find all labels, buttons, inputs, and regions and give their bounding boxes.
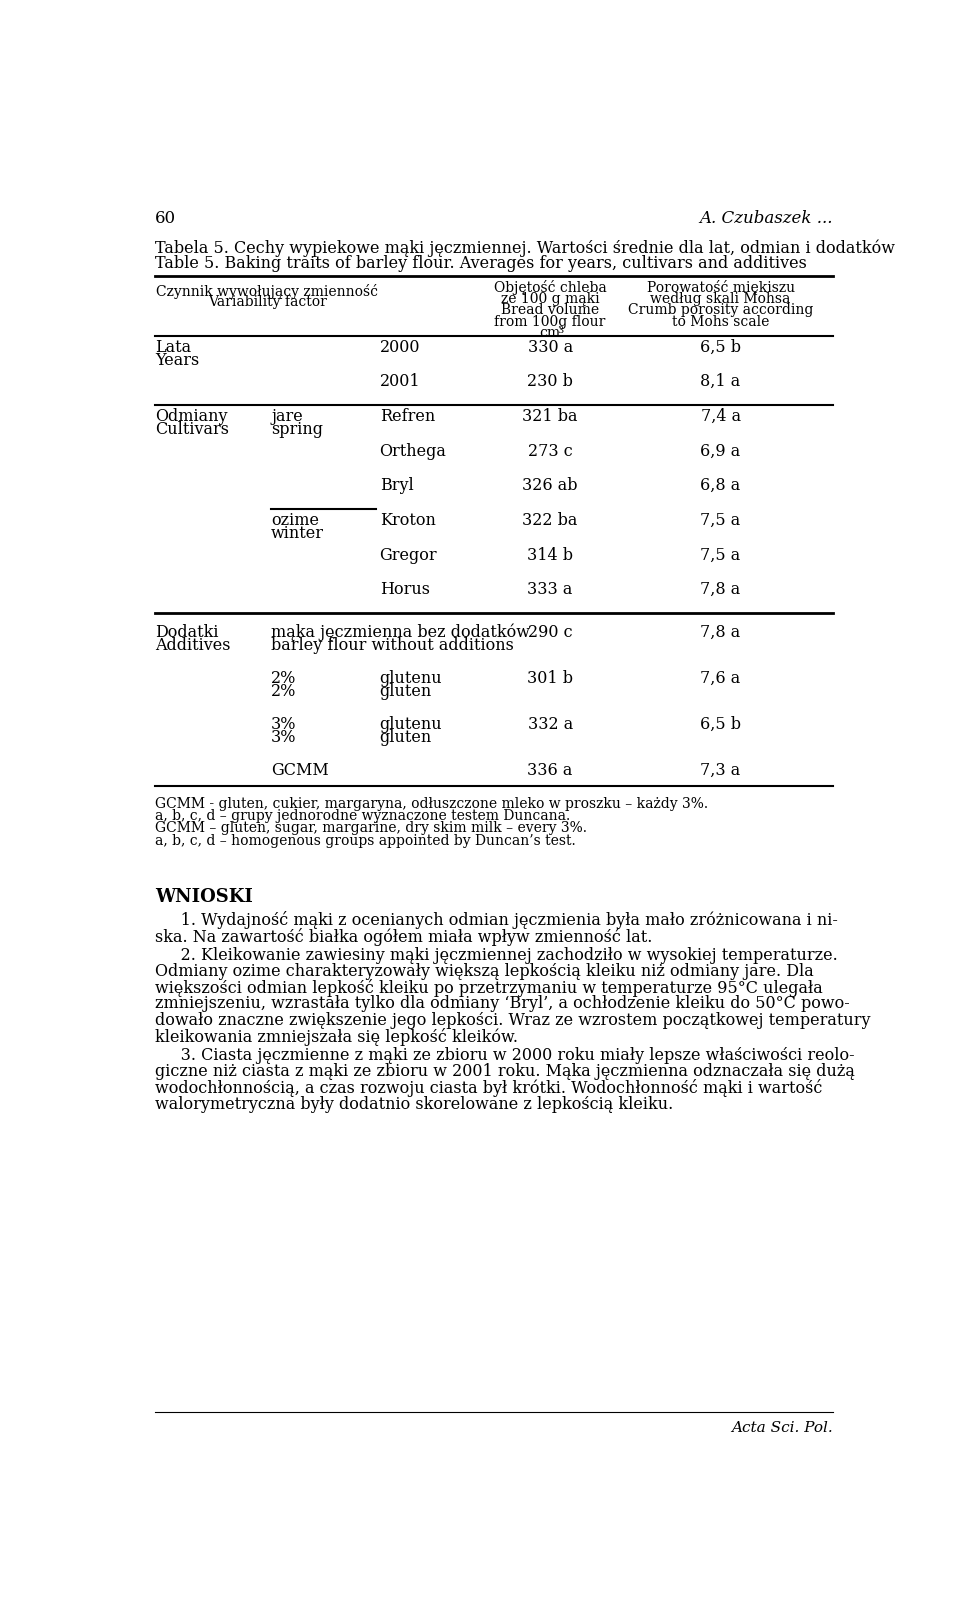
Text: 2%: 2% [271, 669, 297, 687]
Text: winter: winter [271, 525, 324, 542]
Text: dowało znaczne zwiększenie jego lepkości. Wraz ze wzrostem początkowej temperatu: dowało znaczne zwiększenie jego lepkości… [155, 1012, 871, 1028]
Text: 6,5 b: 6,5 b [700, 716, 741, 734]
Text: Crumb porosity according: Crumb porosity according [628, 302, 813, 317]
Text: gluten: gluten [379, 682, 432, 700]
Text: Tabela 5. Cechy wypiekowe mąki jęczmiennej. Wartości średnie dla lat, odmian i d: Tabela 5. Cechy wypiekowe mąki jęczmienn… [155, 240, 895, 257]
Text: mąka jęczmienna bez dodatków: mąka jęczmienna bez dodatków [271, 624, 530, 640]
Text: glutenu: glutenu [379, 716, 443, 734]
Text: 332 a: 332 a [527, 716, 573, 734]
Text: 3: 3 [557, 327, 564, 335]
Text: Additives: Additives [155, 637, 230, 653]
Text: 301 b: 301 b [527, 669, 573, 687]
Text: Refren: Refren [379, 409, 435, 425]
Text: 6,9 a: 6,9 a [701, 442, 741, 460]
Text: Variability factor: Variability factor [207, 296, 326, 309]
Text: 7,8 a: 7,8 a [701, 581, 741, 599]
Text: ze 100 g mąki: ze 100 g mąki [501, 291, 599, 306]
Text: gluten: gluten [379, 729, 432, 747]
Text: WNIOSKI: WNIOSKI [155, 888, 252, 906]
Text: cm: cm [540, 327, 561, 339]
Text: Cultivars: Cultivars [155, 422, 228, 438]
Text: ska. Na zawartość białka ogółem miała wpływ zmienność lat.: ska. Na zawartość białka ogółem miała wp… [155, 928, 652, 946]
Text: 336 a: 336 a [527, 763, 573, 779]
Text: 273 c: 273 c [528, 442, 572, 460]
Text: Czynnik wywołujący zmienność: Czynnik wywołujący zmienność [156, 283, 378, 299]
Text: 7,5 a: 7,5 a [701, 547, 741, 563]
Text: Odmiany ozime charakteryzowały większą lepkością kleiku niż odmiany jare. Dla: Odmiany ozime charakteryzowały większą l… [155, 964, 814, 980]
Text: 2. Kleikowanie zawiesiny mąki jęczmiennej zachodziło w wysokiej temperaturze.: 2. Kleikowanie zawiesiny mąki jęczmienne… [155, 948, 838, 964]
Text: 314 b: 314 b [527, 547, 573, 563]
Text: 321 ba: 321 ba [522, 409, 578, 425]
Text: 330 a: 330 a [527, 338, 573, 356]
Text: Horus: Horus [379, 581, 430, 599]
Text: 333 a: 333 a [527, 581, 573, 599]
Text: a, b, c, d – grupy jednorodne wyznaczone testem Duncana.: a, b, c, d – grupy jednorodne wyznaczone… [155, 809, 570, 824]
Text: 6,5 b: 6,5 b [700, 338, 741, 356]
Text: 7,6 a: 7,6 a [701, 669, 741, 687]
Text: 3%: 3% [271, 729, 297, 747]
Text: według skali Mohsa: według skali Mohsa [651, 291, 791, 306]
Text: Lata: Lata [155, 338, 191, 356]
Text: from 100g flour: from 100g flour [494, 315, 606, 328]
Text: 7,8 a: 7,8 a [701, 624, 741, 640]
Text: Table 5. Baking traits of barley flour. Averages for years, cultivars and additi: Table 5. Baking traits of barley flour. … [155, 254, 806, 272]
Text: 6,8 a: 6,8 a [701, 478, 741, 494]
Text: GCMM: GCMM [271, 763, 329, 779]
Text: ozime: ozime [271, 512, 319, 529]
Text: Gregor: Gregor [379, 547, 437, 563]
Text: Bryl: Bryl [379, 478, 414, 494]
Text: to Mohs scale: to Mohs scale [672, 315, 769, 328]
Text: 230 b: 230 b [527, 373, 573, 391]
Text: 7,5 a: 7,5 a [701, 512, 741, 529]
Text: kleikowania zmniejszała się lepkość kleików.: kleikowania zmniejszała się lepkość klei… [155, 1028, 517, 1046]
Text: wodochłonnością, a czas rozwoju ciasta był krótki. Wodochłonność mąki i wartość: wodochłonnością, a czas rozwoju ciasta b… [155, 1080, 823, 1097]
Text: walorymetryczna były dodatnio skorelowane z lepkością kleiku.: walorymetryczna były dodatnio skorelowan… [155, 1096, 673, 1112]
Text: 2%: 2% [271, 682, 297, 700]
Text: glutenu: glutenu [379, 669, 443, 687]
Text: Dodatki: Dodatki [155, 624, 218, 640]
Text: Objętość chleba: Objętość chleba [493, 280, 607, 294]
Text: 2000: 2000 [379, 338, 420, 356]
Text: 7,3 a: 7,3 a [701, 763, 741, 779]
Text: zmniejszeniu, wzrastała tylko dla odmiany ‘Bryl’, a ochłodzenie kleiku do 50°C p: zmniejszeniu, wzrastała tylko dla odmian… [155, 996, 850, 1012]
Text: 3. Ciasta jęczmienne z mąki ze zbioru w 2000 roku miały lepsze właściwości reolo: 3. Ciasta jęczmienne z mąki ze zbioru w … [155, 1047, 854, 1064]
Text: większości odmian lepkość kleiku po przetrzymaniu w temperaturze 95°C ulegała: większości odmian lepkość kleiku po prze… [155, 980, 823, 998]
Text: 1. Wydajność mąki z ocenianych odmian jęczmienia była mało zróżnicowana i ni-: 1. Wydajność mąki z ocenianych odmian ję… [155, 911, 838, 930]
Text: GCMM - gluten, cukier, margaryna, odłuszczone mleko w proszku – każdy 3%.: GCMM - gluten, cukier, margaryna, odłusz… [155, 796, 708, 811]
Text: 2001: 2001 [379, 373, 420, 391]
Text: Porowatość miękiszu: Porowatość miękiszu [647, 280, 795, 294]
Text: 8,1 a: 8,1 a [701, 373, 741, 391]
Text: 290 c: 290 c [528, 624, 572, 640]
Text: 326 ab: 326 ab [522, 478, 578, 494]
Text: a, b, c, d – homogenous groups appointed by Duncan’s test.: a, b, c, d – homogenous groups appointed… [155, 833, 576, 848]
Text: barley flour without additions: barley flour without additions [271, 637, 514, 653]
Text: Odmiany: Odmiany [155, 409, 228, 425]
Text: 3%: 3% [271, 716, 297, 734]
Text: jare: jare [271, 409, 302, 425]
Text: 7,4 a: 7,4 a [701, 409, 741, 425]
Text: 322 ba: 322 ba [522, 512, 578, 529]
Text: spring: spring [271, 422, 324, 438]
Text: giczne niż ciasta z mąki ze zbioru w 2001 roku. Mąka jęczmienna odznaczała się d: giczne niż ciasta z mąki ze zbioru w 200… [155, 1064, 854, 1080]
Text: Kroton: Kroton [379, 512, 436, 529]
Text: Bread volume: Bread volume [501, 302, 599, 317]
Text: Years: Years [155, 352, 199, 368]
Text: Orthega: Orthega [379, 442, 446, 460]
Text: GCMM – gluten, sugar, margarine, dry skim milk – every 3%.: GCMM – gluten, sugar, margarine, dry ski… [155, 822, 587, 835]
Text: 60: 60 [155, 211, 176, 227]
Text: Acta Sci. Pol.: Acta Sci. Pol. [732, 1421, 833, 1435]
Text: A. Czubaszek ...: A. Czubaszek ... [700, 211, 833, 227]
